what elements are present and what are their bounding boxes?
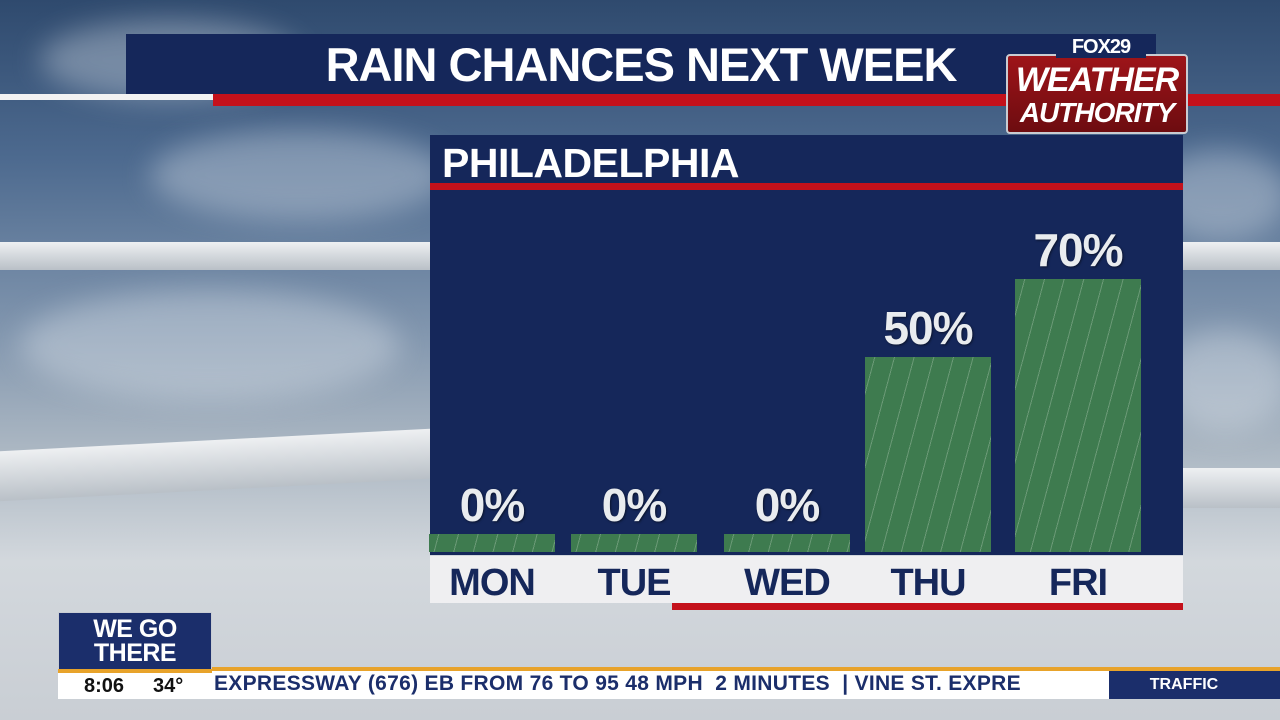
day-label-mon: MON <box>449 562 536 604</box>
chart-title-underline <box>430 183 1183 190</box>
day-label-fri: FRI <box>1048 562 1108 604</box>
value-label-fri: 70% <box>1033 224 1123 276</box>
slogan-line-1: WE GO <box>93 615 177 643</box>
time-temp-box <box>58 673 212 699</box>
ticker-label: TRAFFIC <box>1149 676 1219 693</box>
bar-tue <box>571 534 697 552</box>
day-label-tue: TUE <box>597 562 672 604</box>
station-logo: WEATHER AUTHORITY FOX29 <box>1006 36 1188 134</box>
title-banner <box>126 34 1156 94</box>
value-label-mon: 0% <box>459 479 525 531</box>
ticker-gold-rule <box>212 667 1280 671</box>
we-go-there-badge: WE GO THERE <box>58 612 212 671</box>
page-title: RAIN CHANCES NEXT WEEK <box>325 38 958 91</box>
bar-thu <box>865 357 991 552</box>
day-label-wed: WED <box>744 562 831 604</box>
ticker-text: EXPRESSWAY (676) EB FROM 76 TO 95 48 MPH… <box>214 672 1021 695</box>
bar-wed <box>724 534 850 552</box>
title-underline-white <box>0 94 213 100</box>
value-label-wed: 0% <box>754 479 820 531</box>
value-label-tue: 0% <box>601 479 667 531</box>
current-temperature: 34° <box>153 675 184 697</box>
logo-brand-text: FOX29 <box>1056 36 1146 58</box>
slogan-line-2: THERE <box>93 639 177 667</box>
logo-weather-text: WEATHER <box>1015 61 1179 99</box>
slogan-text: WE GO THERE <box>59 615 211 667</box>
day-label-thu: THU <box>890 562 966 604</box>
ticker-label-box <box>1109 671 1280 699</box>
current-time: 8:06 <box>84 675 125 697</box>
day-strip-underline <box>672 603 1183 610</box>
bar-fri <box>1015 279 1141 552</box>
value-label-thu: 50% <box>883 302 973 354</box>
logo-authority-text: AUTHORITY <box>1019 97 1175 128</box>
chart-title: PHILADELPHIA <box>442 140 739 186</box>
logo-badge: WEATHER AUTHORITY <box>1006 54 1188 134</box>
badge-gold-rule <box>58 669 212 673</box>
news-ticker: EXPRESSWAY (676) EB FROM 76 TO 95 48 MPH… <box>212 671 1109 699</box>
day-label-strip <box>430 556 1183 603</box>
bar-mon <box>429 534 555 552</box>
